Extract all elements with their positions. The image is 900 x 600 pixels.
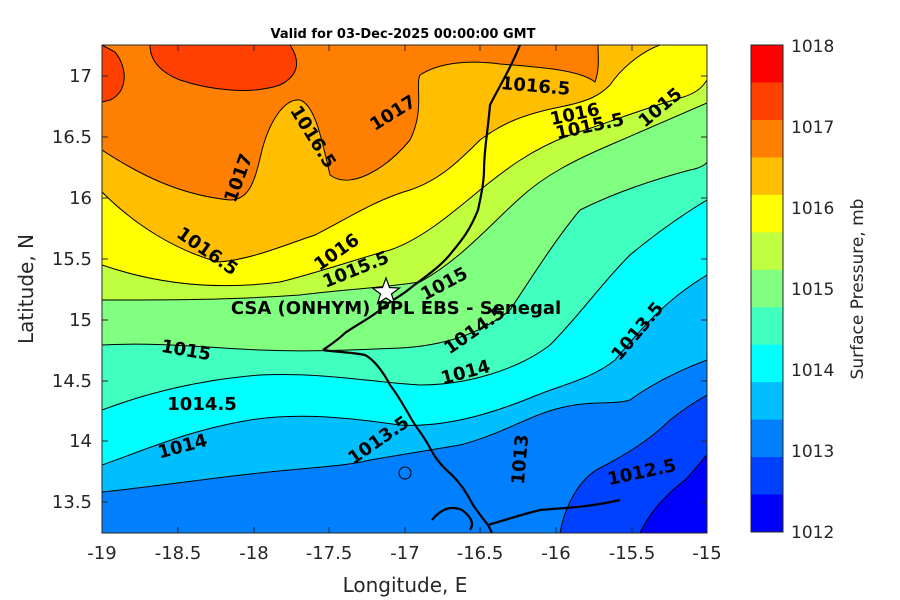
colorbar-swatches [751, 45, 783, 533]
river-estuary [487, 498, 621, 527]
colorbar-label: Surface Pressure, mb [848, 199, 868, 380]
contour-line-1016-5 [102, 45, 661, 263]
colorbar-tick-label: 1015 [791, 280, 834, 300]
colorbar-swatch [751, 494, 783, 533]
colorbar-tick-label: 1016 [791, 199, 834, 219]
colorbar-swatch [751, 119, 783, 158]
contour-line-1013 [559, 394, 707, 533]
contour-label: 1013 [508, 434, 533, 486]
contour-line-1015-5 [102, 102, 707, 301]
colorbar-frame [750, 44, 784, 533]
country-border-north [322, 45, 522, 351]
colorbar-swatch [751, 382, 783, 421]
site-label: CSA (ONHYM) PPL EBS - Senegal [231, 298, 561, 319]
contour-lines [102, 45, 707, 533]
y-tick-label: 17 [69, 66, 92, 87]
contour-line-1015 [102, 161, 707, 352]
y-tick-labels: 17 16.5 16 15.5 15 14.5 14 13.5 [52, 66, 92, 513]
contour-label: 1014.5 [167, 394, 236, 415]
colorbar-swatch [751, 45, 783, 83]
colorbar-swatch [751, 157, 783, 196]
y-tick-label: 13.5 [52, 492, 92, 513]
colorbar-swatch [751, 194, 783, 233]
colorbar-tick-label: 1014 [791, 361, 834, 381]
colorbar-tick-label: 1018 [791, 37, 834, 57]
x-tick-label: -17 [390, 543, 419, 564]
y-tick-label: 14 [69, 431, 92, 452]
x-tick-label: -17.5 [306, 543, 353, 564]
colorbar: 1018 1017 1016 1015 1014 1013 1012 Surfa… [750, 37, 868, 543]
colorbar-swatch [751, 82, 783, 121]
colorbar-swatch [751, 307, 783, 346]
figure-title: Valid for 03-Dec-2025 00:00:00 GMT [271, 27, 536, 42]
y-axis [102, 75, 707, 503]
colorbar-tick-label: 1017 [791, 118, 834, 138]
contour-line-1017-5-a [149, 45, 298, 91]
y-axis-label: Latitude, N [14, 234, 38, 344]
contour-fill-layer [102, 45, 707, 533]
low-pressure-cell [398, 466, 412, 480]
contour-line-1014 [102, 274, 707, 466]
contour-line-1017 [102, 45, 599, 201]
colorbar-swatch [751, 344, 783, 383]
band-1017-1017-5-north [150, 45, 297, 91]
coastline-south [322, 348, 493, 533]
band-1017-1017-5-west [102, 45, 125, 102]
x-tick-label: -15 [692, 543, 721, 564]
x-tick-label: -16.5 [457, 543, 504, 564]
y-tick-label: 15 [69, 310, 92, 331]
colorbar-swatch [751, 232, 783, 271]
x-tick-label: -16 [541, 543, 570, 564]
site-star-marker[interactable] [370, 276, 402, 305]
contour-line-1013-5 [102, 359, 707, 493]
band-1012-5-1013 [102, 360, 707, 533]
x-axis [101, 45, 708, 533]
contour-line-1012-5 [639, 454, 707, 533]
x-axis-label: Longitude, E [343, 573, 468, 597]
colorbar-swatch [751, 269, 783, 308]
y-tick-label: 14.5 [52, 371, 92, 392]
x-tick-label: -19 [87, 543, 116, 564]
colorbar-swatch [751, 457, 783, 496]
x-tick-label: -18 [239, 543, 268, 564]
contour-line-1017-5-b [102, 45, 125, 103]
x-tick-label: -18.5 [155, 543, 202, 564]
colorbar-tick-label: 1012 [791, 523, 834, 543]
colorbar-swatch [751, 419, 783, 458]
y-tick-label: 16 [69, 188, 92, 209]
contour-line-1016 [102, 79, 707, 287]
y-tick-label: 15.5 [52, 249, 92, 270]
y-tick-label: 16.5 [52, 127, 92, 148]
island-coast [431, 506, 474, 531]
coastline [322, 45, 621, 533]
colorbar-tick-label: 1013 [791, 442, 834, 462]
contour-line-1014-5 [102, 199, 707, 411]
x-tick-labels: -19 -18.5 -18 -17.5 -17 -16.5 -16 -15.5 … [87, 543, 721, 564]
x-tick-label: -15.5 [609, 543, 656, 564]
